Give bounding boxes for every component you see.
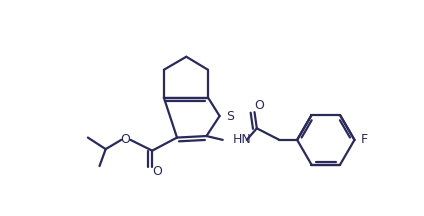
Text: F: F <box>361 133 368 146</box>
Text: O: O <box>120 133 130 146</box>
Text: S: S <box>226 110 234 122</box>
Text: O: O <box>254 100 264 113</box>
Text: HN: HN <box>233 133 251 146</box>
Text: O: O <box>153 165 162 178</box>
